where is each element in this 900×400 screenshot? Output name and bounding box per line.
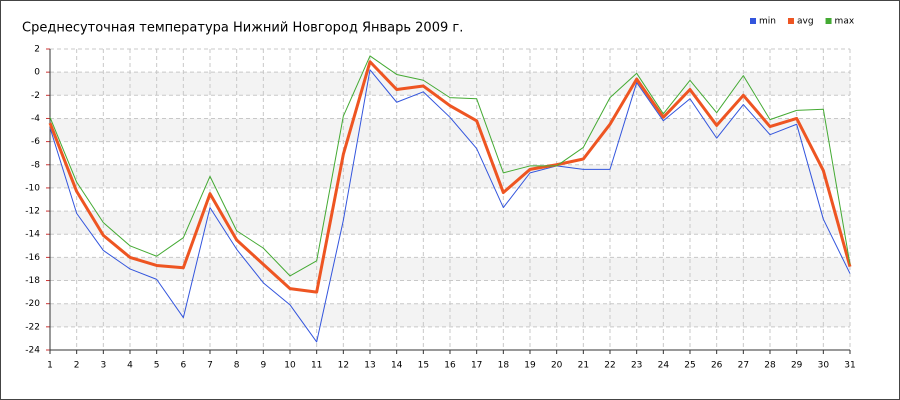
series-line [49,69,851,343]
grid-band [50,211,850,235]
x-tick-label: 6 [180,361,186,371]
x-tick-label: 10 [284,361,296,371]
y-tick-label: -20 [25,299,40,309]
chart-title: Среднесуточная температура Нижний Новгор… [22,21,463,36]
y-tick-label: -8 [31,160,40,170]
x-tick-label: 12 [338,361,349,371]
x-tick-label: 14 [391,361,403,371]
x-tick-label: 26 [711,361,723,371]
legend-label: min [759,17,776,27]
x-tick-label: 18 [498,361,510,371]
x-tick-label: 31 [844,361,855,371]
legend-swatch [750,18,756,24]
y-tick-label: -4 [31,114,40,124]
x-tick-label: 29 [791,361,803,371]
series-line [49,55,851,277]
legend-swatch [787,18,794,24]
x-tick-label: 21 [578,361,589,371]
y-tick-label: -24 [25,346,40,356]
y-tick-label: -6 [31,137,40,147]
x-tick-label: 4 [127,361,133,371]
x-tick-label: 3 [100,361,106,371]
y-tick-label: -16 [25,253,40,263]
y-tick-label: -2 [31,91,40,101]
x-tick-label: 8 [234,361,240,371]
y-tick-label: -18 [25,276,40,286]
x-tick-label: 16 [444,361,456,371]
x-tick-label: 20 [551,361,563,371]
y-tick-label: -14 [25,230,40,240]
y-tick-label: -10 [25,183,40,193]
x-tick-label: 28 [764,361,776,371]
x-tick-label: 22 [604,361,615,371]
legend-swatch [825,18,832,24]
x-tick-label: 9 [260,361,266,371]
x-tick-label: 2 [74,361,80,371]
y-tick-label: 2 [34,45,40,55]
legend-label: avg [797,17,814,27]
x-tick-label: 1 [47,361,53,371]
y-tick-label: 0 [34,68,40,78]
grid-band [50,118,850,142]
x-tick-label: 5 [154,361,160,371]
series-line [48,60,852,294]
x-tick-label: 13 [364,361,375,371]
x-tick-label: 19 [524,361,536,371]
x-tick-label: 7 [207,361,213,371]
x-tick-label: 23 [631,361,642,371]
x-tick-label: 27 [738,361,749,371]
y-tick-label: -22 [25,322,40,332]
grid-band [50,72,850,96]
x-tick-label: 17 [471,361,482,371]
x-tick-label: 25 [684,361,695,371]
y-tick-label: -12 [25,207,40,217]
x-tick-label: 30 [818,361,830,371]
x-tick-label: 24 [658,361,670,371]
x-tick-label: 15 [418,361,429,371]
legend-label: max [835,17,855,27]
x-tick-label: 11 [311,361,322,371]
